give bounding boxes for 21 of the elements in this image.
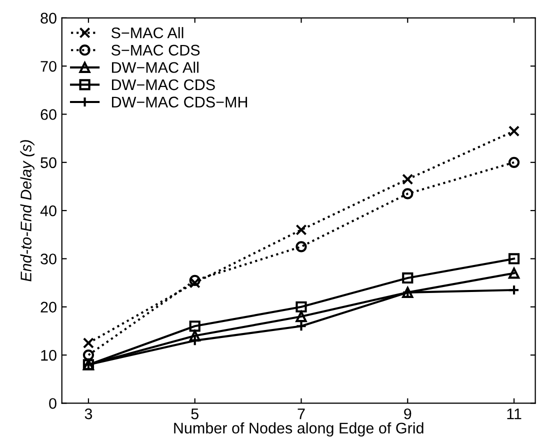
legend-label: DW−MAC All	[112, 62, 198, 73]
y-tick-label: 40	[40, 205, 56, 216]
y-tick-label: 80	[40, 12, 56, 24]
y-tick-label: 50	[40, 157, 56, 168]
x-tick-label: 9	[404, 408, 412, 420]
legend-label: S−MAC All	[111, 27, 184, 38]
legend-label: DW−MAC CDS	[112, 79, 215, 90]
x-tick-label: 7	[298, 408, 305, 420]
legend-label: S−MAC CDS	[111, 44, 200, 56]
y-tick-label: 10	[41, 350, 56, 361]
x-tick-label: 5	[191, 408, 198, 420]
y-tick-label: 20	[40, 302, 56, 313]
y-axis-title: End-to-End Delay (s)	[20, 140, 34, 282]
y-tick-label: 70	[40, 60, 56, 72]
x-axis-title: Number of Nodes along Edge of Grid	[174, 422, 424, 437]
x-tick-label: 3	[84, 408, 92, 420]
y-tick-label: 60	[40, 109, 56, 120]
x-tick-label: 11	[507, 408, 522, 420]
y-tick-label: 0	[49, 398, 56, 409]
legend-label: DW−MAC CDS−MH	[112, 96, 248, 108]
y-tick-label: 30	[40, 254, 56, 264]
